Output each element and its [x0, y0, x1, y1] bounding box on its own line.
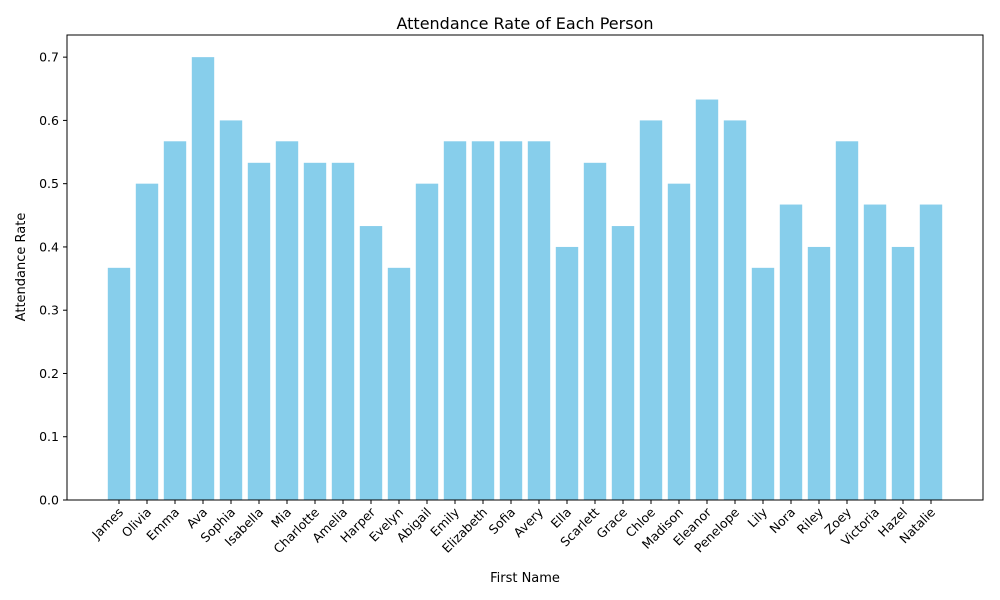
bar-chloe [639, 120, 663, 500]
bar-grace [611, 226, 635, 500]
bar-lily [751, 267, 775, 500]
y-tick-label: 0.5 [39, 176, 59, 191]
chart-title: Attendance Rate of Each Person [396, 14, 653, 33]
bar-scarlett [583, 162, 607, 501]
bar-harper [359, 226, 383, 500]
bar-ava [191, 57, 215, 500]
bar-abigail [415, 183, 439, 501]
bar-penelope [723, 120, 747, 500]
y-tick-label: 0.4 [39, 239, 59, 254]
bar-mia [275, 141, 299, 501]
bar-elizabeth [471, 141, 495, 501]
bar-evelyn [387, 267, 411, 500]
bar-emma [163, 141, 187, 501]
bar-riley [807, 246, 831, 500]
y-tick-label: 0.3 [39, 303, 59, 318]
y-tick-label: 0.0 [39, 493, 59, 508]
bar-madison [667, 183, 691, 501]
bar-nora [779, 204, 803, 501]
bars-group [107, 57, 943, 501]
bar-charlotte [303, 162, 327, 501]
bar-natalie [919, 204, 943, 501]
bar-eleanor [695, 99, 719, 500]
bar-james [107, 267, 131, 500]
bar-ella [555, 246, 579, 500]
bar-emily [443, 141, 467, 501]
y-axis-title: Attendance Rate [14, 213, 29, 322]
bar-hazel [891, 246, 915, 500]
y-axis-ticks: 0.0 0.1 0.2 0.3 0.4 0.5 0.6 0.7 [39, 50, 67, 508]
y-tick-label: 0.1 [39, 429, 59, 444]
bar-sophia [219, 120, 243, 500]
y-tick-label: 0.2 [39, 366, 59, 381]
bar-sofia [499, 141, 523, 501]
bar-zoey [835, 141, 859, 501]
bar-avery [527, 141, 551, 501]
bar-victoria [863, 204, 887, 501]
plot-frame [66, 34, 984, 501]
bar-amelia [331, 162, 355, 501]
bar-olivia [135, 183, 159, 501]
x-axis-title: First Name [490, 571, 560, 586]
y-tick-label: 0.7 [39, 50, 59, 65]
bar-isabella [247, 162, 271, 501]
y-tick-label: 0.6 [39, 113, 59, 128]
